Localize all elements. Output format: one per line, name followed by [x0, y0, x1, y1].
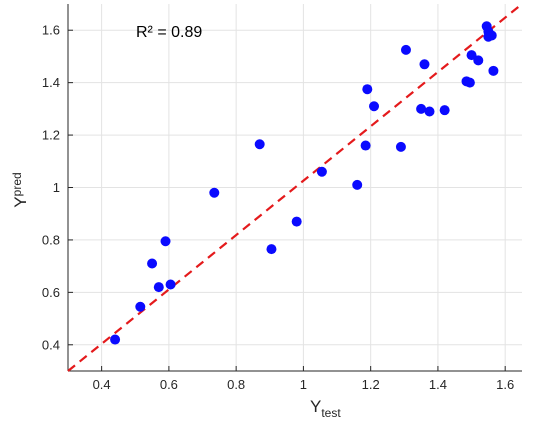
data-point	[209, 187, 220, 198]
y-tick-label: 1.6	[42, 23, 60, 38]
data-point	[110, 334, 121, 345]
axes	[67, 4, 522, 372]
data-point	[316, 166, 327, 177]
data-point	[439, 105, 450, 116]
y-axis-label: Ypred	[10, 172, 30, 207]
x-tick-label: 0.8	[227, 377, 245, 392]
data-point	[160, 236, 171, 247]
data-point	[400, 44, 411, 55]
x-tick-label: 1.2	[362, 377, 380, 392]
data-point	[165, 279, 176, 290]
data-points	[110, 21, 499, 345]
data-point	[352, 179, 363, 190]
y-tick-label: 0.4	[42, 337, 60, 352]
y-axis-label-main: Y	[11, 196, 30, 207]
x-tick-label: 1.4	[429, 377, 447, 392]
y-tick-label: 0.8	[42, 232, 60, 247]
y-tick-label: 1.4	[42, 75, 60, 90]
data-point	[419, 59, 430, 70]
data-point	[486, 30, 497, 41]
y-axis-label-sub: pred	[10, 172, 24, 196]
x-tick-label: 1.6	[496, 377, 514, 392]
data-point	[395, 141, 406, 152]
data-point	[360, 140, 371, 151]
data-point	[369, 101, 380, 112]
x-tick-label: 1	[300, 377, 307, 392]
data-point	[153, 282, 164, 293]
y-tick-label: 1.2	[42, 128, 60, 143]
data-point	[135, 301, 146, 312]
x-tick-label: 0.4	[93, 377, 111, 392]
y-tick-label: 0.6	[42, 285, 60, 300]
data-point	[464, 77, 475, 88]
data-point	[147, 258, 158, 269]
x-tick-label: 0.6	[160, 377, 178, 392]
data-point	[266, 244, 277, 255]
data-point	[488, 65, 499, 76]
r-squared-annotation: R² = 0.89	[136, 24, 202, 41]
data-point	[424, 106, 435, 117]
data-point	[254, 139, 265, 150]
data-point	[416, 103, 427, 114]
y-tick-label: 1	[53, 180, 60, 195]
tick-labels: 0.4 0.6 0.8 1 1.2 1.4 1.6 0.4 0.6 0.8 1 1.2 1.4 1.6	[42, 23, 514, 392]
data-point	[362, 84, 373, 95]
x-axis-label-main: Y	[310, 397, 321, 416]
data-point	[466, 50, 477, 61]
x-axis-label-sub: test	[321, 406, 341, 420]
data-point	[291, 216, 302, 227]
data-point	[473, 55, 484, 66]
x-axis-label: Ytest	[310, 397, 341, 420]
